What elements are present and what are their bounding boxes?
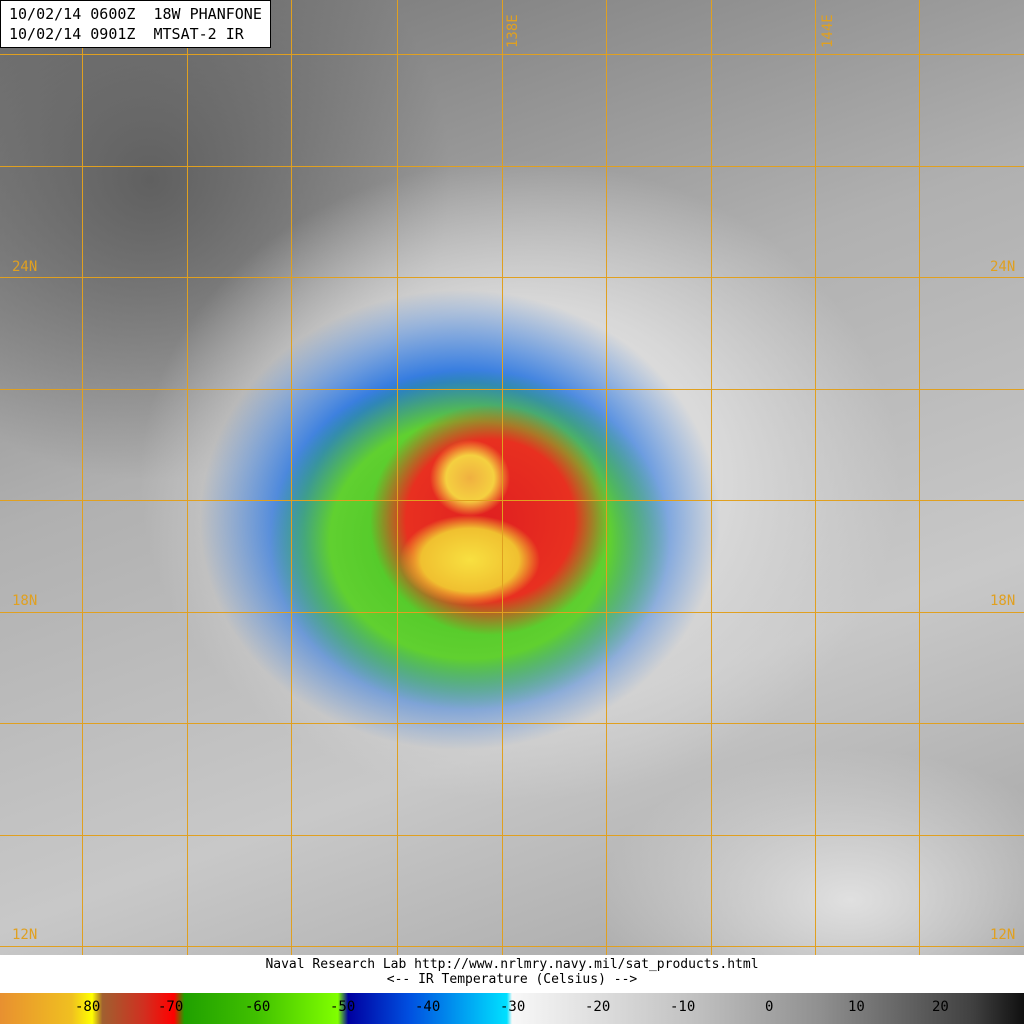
latitude-gridline	[0, 500, 1024, 501]
colorbar-tick: -40	[415, 999, 441, 1015]
latitude-gridline	[0, 166, 1024, 167]
colorbar-tick: -30	[500, 999, 526, 1015]
colorbar-tick: 0	[765, 999, 774, 1015]
lat-label-24n-right: 24N	[990, 259, 1016, 275]
colorbar-tick: 10	[848, 999, 865, 1015]
lat-label-18n-right: 18N	[990, 593, 1016, 609]
latitude-gridline	[0, 723, 1024, 724]
colorbar-tick: -20	[585, 999, 611, 1015]
longitude-gridline	[187, 0, 188, 955]
image-header: 10/02/14 0600Z 18W PHANFONE 10/02/14 0901…	[0, 0, 271, 48]
longitude-gridline	[502, 0, 503, 955]
sensor-time-label: 10/02/14 0901Z MTSAT-2 IR	[9, 25, 244, 43]
longitude-gridline	[82, 0, 83, 955]
longitude-gridline	[291, 0, 292, 955]
lat-label-12n-right: 12N	[990, 927, 1016, 943]
credits: Naval Research Lab http://www.nrlmry.nav…	[0, 955, 1024, 993]
colorbar-tick: -60	[245, 999, 271, 1015]
lat-label-24n-left: 24N	[12, 259, 38, 275]
longitude-gridline	[711, 0, 712, 955]
colorbar-tick: -10	[670, 999, 696, 1015]
lon-label-138e: 138E	[505, 14, 521, 48]
colorbar-tick: 20	[932, 999, 949, 1015]
lat-label-18n-left: 18N	[12, 593, 38, 609]
storm-time-label: 10/02/14 0600Z 18W PHANFONE	[9, 5, 262, 23]
longitude-gridline	[397, 0, 398, 955]
latitude-gridline	[0, 389, 1024, 390]
lat-label-12n-left: 12N	[12, 927, 38, 943]
longitude-gridline	[606, 0, 607, 955]
latitude-gridline	[0, 277, 1024, 278]
longitude-gridline	[919, 0, 920, 955]
colorbar-tick: -80	[75, 999, 101, 1015]
colorbar-title: <-- IR Temperature (Celsius) -->	[386, 972, 638, 987]
colorbar-tick: -70	[158, 999, 184, 1015]
longitude-gridline	[815, 0, 816, 955]
credit-line: Naval Research Lab http://www.nrlmry.nav…	[265, 957, 759, 972]
temperature-colorbar: -80 -70 -60 -50 -40 -30 -20 -10 0 10 20	[0, 993, 1024, 1024]
colorbar-tick: -50	[330, 999, 356, 1015]
latitude-gridline	[0, 835, 1024, 836]
latitude-gridline	[0, 54, 1024, 55]
latitude-gridline	[0, 946, 1024, 947]
latitude-gridline	[0, 612, 1024, 613]
ir-satellite-image	[0, 0, 1024, 955]
lon-label-144e: 144E	[820, 14, 836, 48]
